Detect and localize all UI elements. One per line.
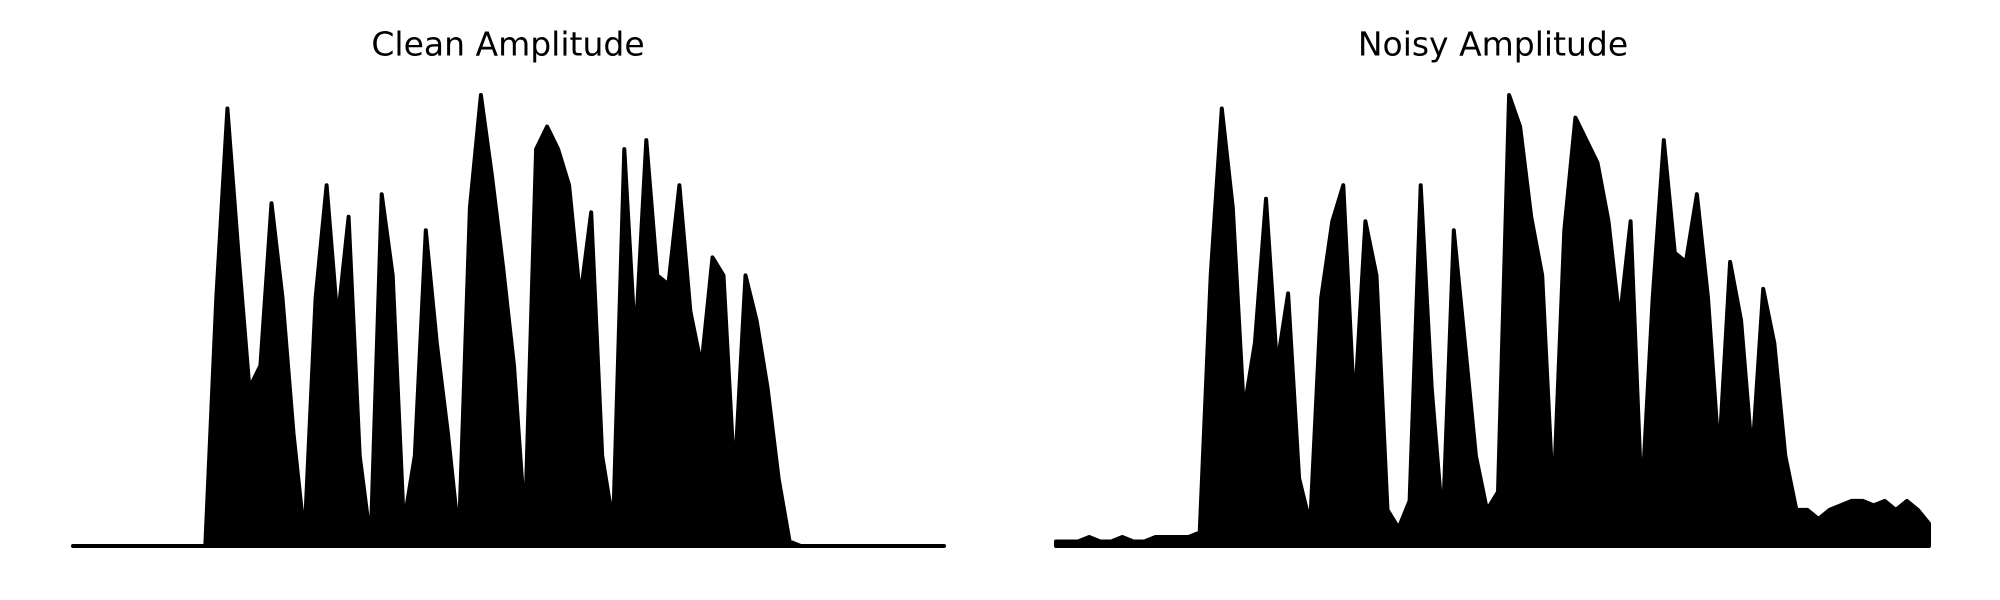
amplitude-area bbox=[1054, 93, 1931, 548]
chart-title: Clean Amplitude bbox=[371, 25, 644, 64]
chart-title: Noisy Amplitude bbox=[1358, 25, 1628, 64]
amplitude-area bbox=[71, 93, 946, 548]
